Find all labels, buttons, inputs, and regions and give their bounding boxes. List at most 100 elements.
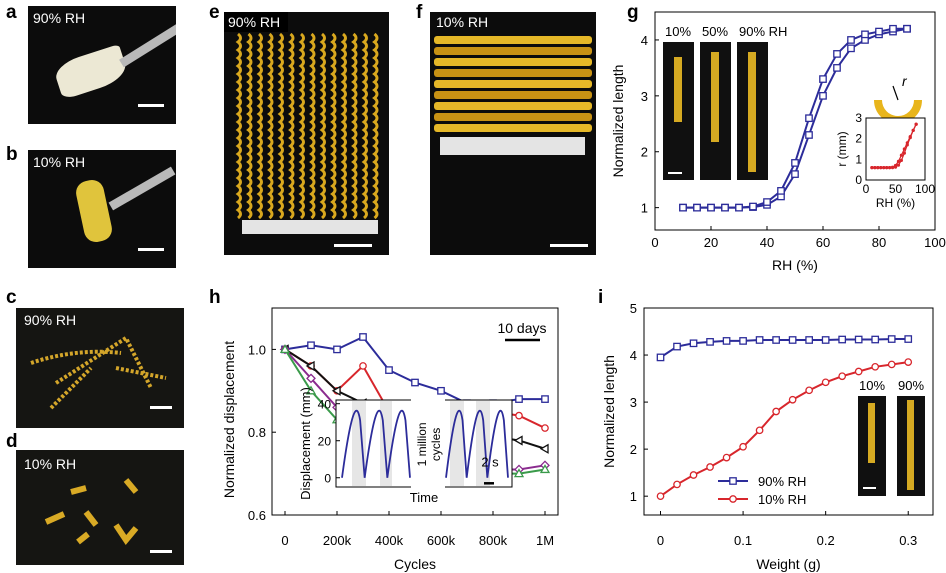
chart-i-ytick-label: 3 [630, 395, 637, 410]
inset-h-time-label: 2 s [481, 455, 499, 470]
chart-i-photo-fiber [868, 403, 875, 463]
chart-h-point [513, 468, 525, 478]
actuator-fiber [330, 32, 337, 220]
chart-i-point [722, 453, 731, 462]
chart-i-frame [643, 307, 934, 516]
chart-i-xtick-label: 0.1 [734, 533, 752, 548]
chart-h-xtick-label: 600k [427, 533, 456, 548]
chart-i-point [755, 426, 764, 435]
chart-h-point [513, 435, 523, 446]
chart-i-ylabel: Normalized length [601, 355, 617, 468]
inset-g-ytick-label: 3 [855, 111, 862, 125]
actuator-fiber [372, 32, 379, 220]
actuator-coil-row [434, 36, 592, 44]
chart-g-xtick-label: 0 [651, 235, 658, 250]
r-icon-label: r [902, 73, 908, 89]
photo-c-label: 90% RH [24, 312, 77, 328]
chart-i-point [772, 407, 780, 416]
inset-h-shade [450, 401, 464, 486]
chart-h-xtick-label: 200k [323, 533, 352, 548]
inset-g-xlabel: RH (%) [876, 196, 915, 210]
chart-g-point [819, 91, 827, 100]
chart-g-point [749, 202, 757, 211]
chart-i-point [887, 335, 896, 343]
chart-i-ytick-label: 1 [630, 489, 637, 504]
actuator-coil-row [434, 91, 592, 99]
chart-i-ytick-label: 4 [630, 348, 637, 363]
scale-bar [150, 550, 172, 553]
inset-g-point [899, 153, 904, 157]
chart-h-ytick-label: 0.8 [248, 425, 266, 440]
actuator-coil-row [434, 102, 592, 110]
inset-h-ytick-label: 20 [318, 435, 332, 449]
actuator-fiber [319, 32, 326, 220]
chart-h-ytick-label: 0.6 [248, 508, 266, 523]
chart-i-point [854, 335, 863, 344]
chart-g-ytick-label: 1 [641, 201, 648, 216]
panel-letter-i: i [598, 287, 604, 308]
chart-g-xtick-label: 20 [704, 235, 718, 250]
actuator-coil-row [434, 113, 592, 121]
chart-h-point [359, 333, 367, 341]
chart-i-point [722, 337, 731, 345]
panel-letter-b: b [6, 144, 18, 165]
chart-h-point [307, 341, 315, 350]
inset-photo-label: 50% [702, 24, 728, 39]
photo-d: 10% RH [16, 450, 184, 565]
actuator-coil-row [434, 69, 592, 77]
inset-g-point [902, 151, 906, 155]
chart-g-point [735, 203, 743, 212]
chart-i-ytick-label: 5 [630, 301, 637, 316]
chart-h-point [385, 366, 393, 374]
inset-g-point [914, 122, 918, 126]
clamp [242, 220, 378, 234]
scale-bar [550, 244, 588, 247]
inset-g-point [879, 166, 883, 170]
chart-i-xtick-label: 0.3 [899, 533, 917, 548]
actuator-fiber [288, 32, 295, 220]
inset-g-ytick-label: 2 [855, 132, 862, 146]
chart-h-point [359, 362, 367, 370]
inset-fiber [674, 57, 682, 122]
scale-bar [138, 104, 164, 107]
chart-i-plot: 0 0.1 0.2 0.3 1 2 3 4 5 Weight (g) Normalized leng… [601, 301, 934, 572]
panel-letter-d: d [6, 431, 18, 452]
chart-i-point [887, 360, 896, 369]
chart-g-ytick-label: 3 [641, 89, 648, 104]
chart-i-photo-label: 90% [898, 378, 924, 393]
chart-g-point [721, 203, 729, 212]
contracted-actuators [434, 36, 592, 132]
chart-g-point [833, 50, 841, 58]
chart-g-point [903, 24, 911, 33]
photo-b-label: 10% RH [33, 154, 86, 170]
chart-i-point [739, 337, 747, 345]
photo-a-label: 90% RH [33, 10, 86, 26]
chart-i-point [838, 372, 847, 381]
photo-b: 10% RH [28, 150, 176, 268]
photo-e: 90% RH [224, 12, 389, 255]
chart-h-xtick-label: 400k [375, 533, 404, 548]
chart-h-point [305, 385, 317, 395]
chart-g-point [805, 114, 813, 123]
inset-h-gap [411, 397, 445, 490]
chart-g-point [679, 203, 687, 212]
inset-g-point [896, 159, 901, 163]
inset-photo-label: 10% [665, 24, 691, 39]
chart-g-xtick-label: 100 [924, 235, 946, 250]
chart-i-ytick-label: 2 [630, 442, 637, 457]
chart-g-point [875, 27, 883, 36]
inset-h-wave-left [341, 409, 411, 478]
inset-h-ylabel: Displacement (mm) [298, 387, 313, 500]
chart-h-point [541, 395, 549, 403]
chart-h-point [539, 464, 551, 474]
inset-g-point [870, 166, 874, 170]
inset-g-xtick-label: 0 [863, 182, 870, 196]
inset-g-point [888, 166, 892, 170]
chart-i-point [805, 336, 813, 344]
chart-h-plot: 0 200k 400k 600k 800k 1M 0.6 0.8 1.0 Cycles Normal… [221, 307, 559, 572]
chart-g-xtick-label: 40 [760, 235, 774, 250]
chart-g-point [861, 30, 869, 39]
inset-h-xlabel: Time [410, 490, 438, 505]
